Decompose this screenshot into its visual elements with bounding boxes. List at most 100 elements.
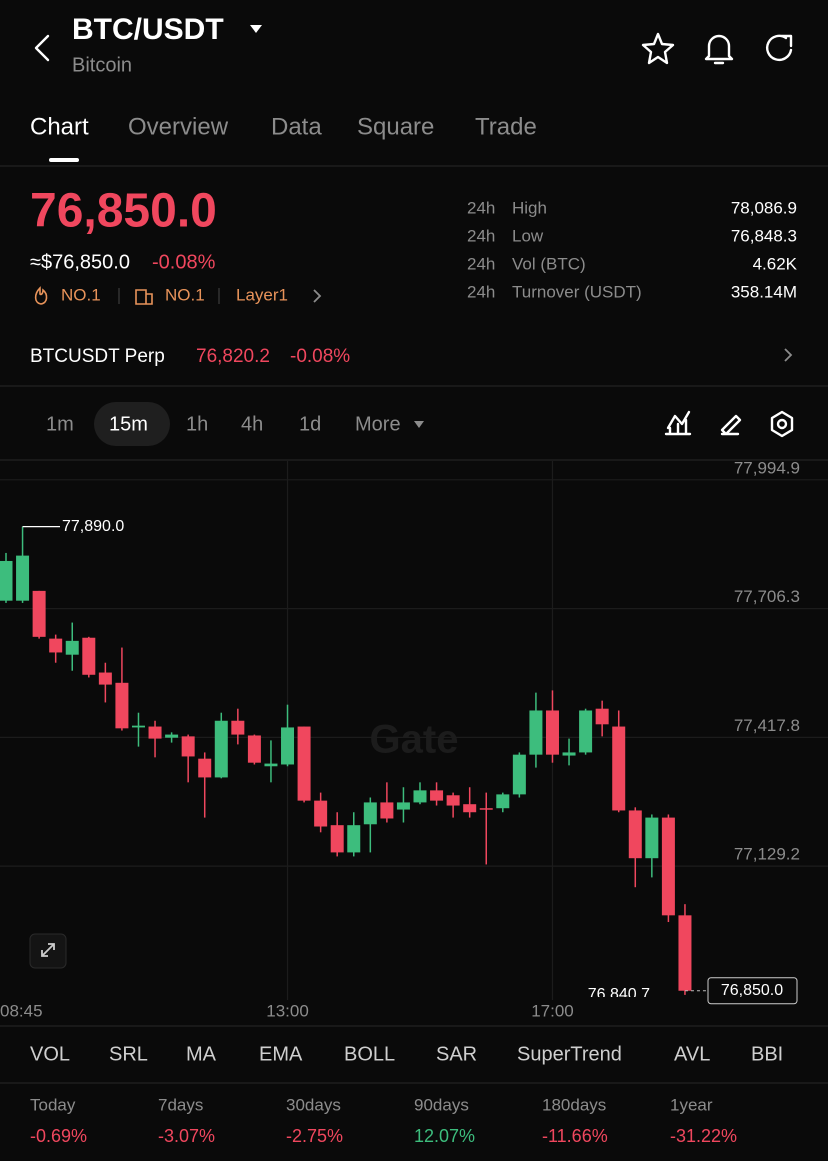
more-dropdown[interactable] [414, 421, 424, 428]
candle-body [247, 735, 261, 763]
candle-body [281, 727, 295, 765]
performance: Today -0.69% 7days -3.07% 30days -2.75% 90days… [30, 1095, 737, 1145]
candle-body [645, 817, 659, 859]
period-label: Today [30, 1095, 76, 1114]
candle-body [148, 726, 162, 739]
stat-period: 24h [467, 198, 495, 217]
candle-body [82, 637, 96, 675]
candle-body [115, 682, 129, 729]
x-tick-label: 13:00 [266, 1001, 309, 1020]
perp-price: 76,820.2 [196, 346, 270, 367]
stat-value: 76,848.3 [731, 226, 797, 245]
stat-label: Low [512, 226, 544, 245]
stat-period: 24h [467, 226, 495, 245]
period-label: 90days [414, 1095, 469, 1114]
last-price: 76,850.0 [30, 185, 217, 238]
candle-body [579, 710, 593, 753]
candles [0, 526, 692, 995]
candle-body [347, 825, 361, 853]
share-button[interactable] [766, 34, 793, 62]
sector-icon [135, 289, 153, 305]
candle-body [413, 790, 427, 803]
tab[interactable]: Data [271, 113, 322, 140]
candle-body [98, 672, 112, 685]
alert-button[interactable] [704, 34, 734, 65]
candle-body [0, 560, 13, 601]
period-change: -3.07% [158, 1126, 215, 1146]
interval-active[interactable]: 15m [109, 413, 148, 435]
indicator-tab[interactable]: SRL [109, 1043, 148, 1065]
candle-body [479, 808, 493, 810]
indicator-tab[interactable]: VOL [30, 1043, 70, 1065]
indicator-tabs: VOL SRL MA EMA BOLL SAR SuperTrend AVL BBI [30, 1043, 783, 1065]
stats-table: 24h High 78,086.9 24h Low 76,848.3 24h Vol (BTC… [467, 198, 798, 301]
perp-name[interactable]: BTCUSDT Perp [30, 346, 165, 367]
chevron[interactable] [784, 348, 793, 362]
high-label: 77,890.0 [62, 518, 124, 535]
candle-body [330, 825, 344, 853]
price-change: -0.08% [152, 251, 216, 273]
interval[interactable]: 1d [299, 413, 321, 435]
candle-body [496, 794, 510, 809]
chevron [313, 289, 322, 303]
candle-body [678, 915, 692, 991]
pair-name: Bitcoin [72, 54, 132, 76]
candle-body [198, 758, 212, 778]
candle-body [396, 802, 410, 810]
tab-active[interactable]: Chart [30, 113, 89, 140]
flame-icon [34, 286, 48, 305]
watermark: Gate [370, 718, 459, 762]
period-label: 30days [286, 1095, 341, 1114]
low-label: 76,840.7 [588, 986, 650, 1003]
indicator-tab[interactable]: MA [186, 1043, 217, 1065]
candle-body [32, 590, 46, 637]
stat-period: 24h [467, 254, 495, 273]
candle-body [165, 734, 179, 738]
candle-body [512, 754, 526, 795]
candle-body [545, 710, 559, 755]
indicator-tab[interactable]: BOLL [344, 1043, 395, 1065]
pair-dropdown[interactable] [250, 25, 262, 33]
candle-body [430, 790, 444, 801]
indicator-button[interactable] [664, 410, 692, 436]
back-button[interactable] [34, 34, 50, 62]
candle-body [131, 725, 145, 728]
tab[interactable]: Trade [475, 113, 537, 140]
pair-title[interactable]: BTC/USDT [72, 13, 224, 46]
settings-button-core [776, 418, 788, 430]
candle-body [49, 638, 63, 653]
tab[interactable]: Overview [128, 113, 229, 140]
favorite-button[interactable] [641, 32, 675, 65]
interval-more[interactable]: More [355, 413, 401, 435]
annotations: 77,890.0 76,840.7 76,850.0 [22, 518, 798, 1005]
period-label: 7days [158, 1095, 203, 1114]
period-change: -2.75% [286, 1126, 343, 1146]
interval[interactable]: 4h [241, 413, 263, 435]
stat-label: Turnover (USDT) [512, 282, 642, 301]
tab-underline [49, 158, 79, 162]
period-label: 1year [670, 1095, 713, 1114]
interval[interactable]: 1h [186, 413, 208, 435]
indicator-tab[interactable]: SuperTrend [517, 1043, 622, 1065]
tab[interactable]: Square [357, 113, 434, 140]
stat-label: Vol (BTC) [512, 254, 586, 273]
candle-body [595, 708, 609, 725]
y-tick-label: 77,706.3 [734, 587, 800, 606]
interval[interactable]: 1m [46, 413, 74, 435]
period-change: -31.22% [670, 1126, 737, 1146]
x-tick-label: 17:00 [531, 1001, 574, 1020]
stat-value: 78,086.9 [731, 198, 797, 217]
indicator-tab[interactable]: BBI [751, 1043, 783, 1065]
category-badge[interactable]: Layer1 [236, 285, 288, 304]
candle-body [463, 804, 477, 813]
indicator-tab[interactable]: EMA [259, 1043, 303, 1065]
rank-badge[interactable]: NO.1 [61, 285, 101, 304]
settings-button[interactable] [770, 410, 794, 438]
indicator-tab[interactable]: SAR [436, 1043, 477, 1065]
rank-badge[interactable]: NO.1 [165, 285, 205, 304]
draw-button[interactable] [720, 414, 742, 436]
candle-body [529, 710, 543, 755]
indicator-tab[interactable]: AVL [674, 1043, 710, 1065]
